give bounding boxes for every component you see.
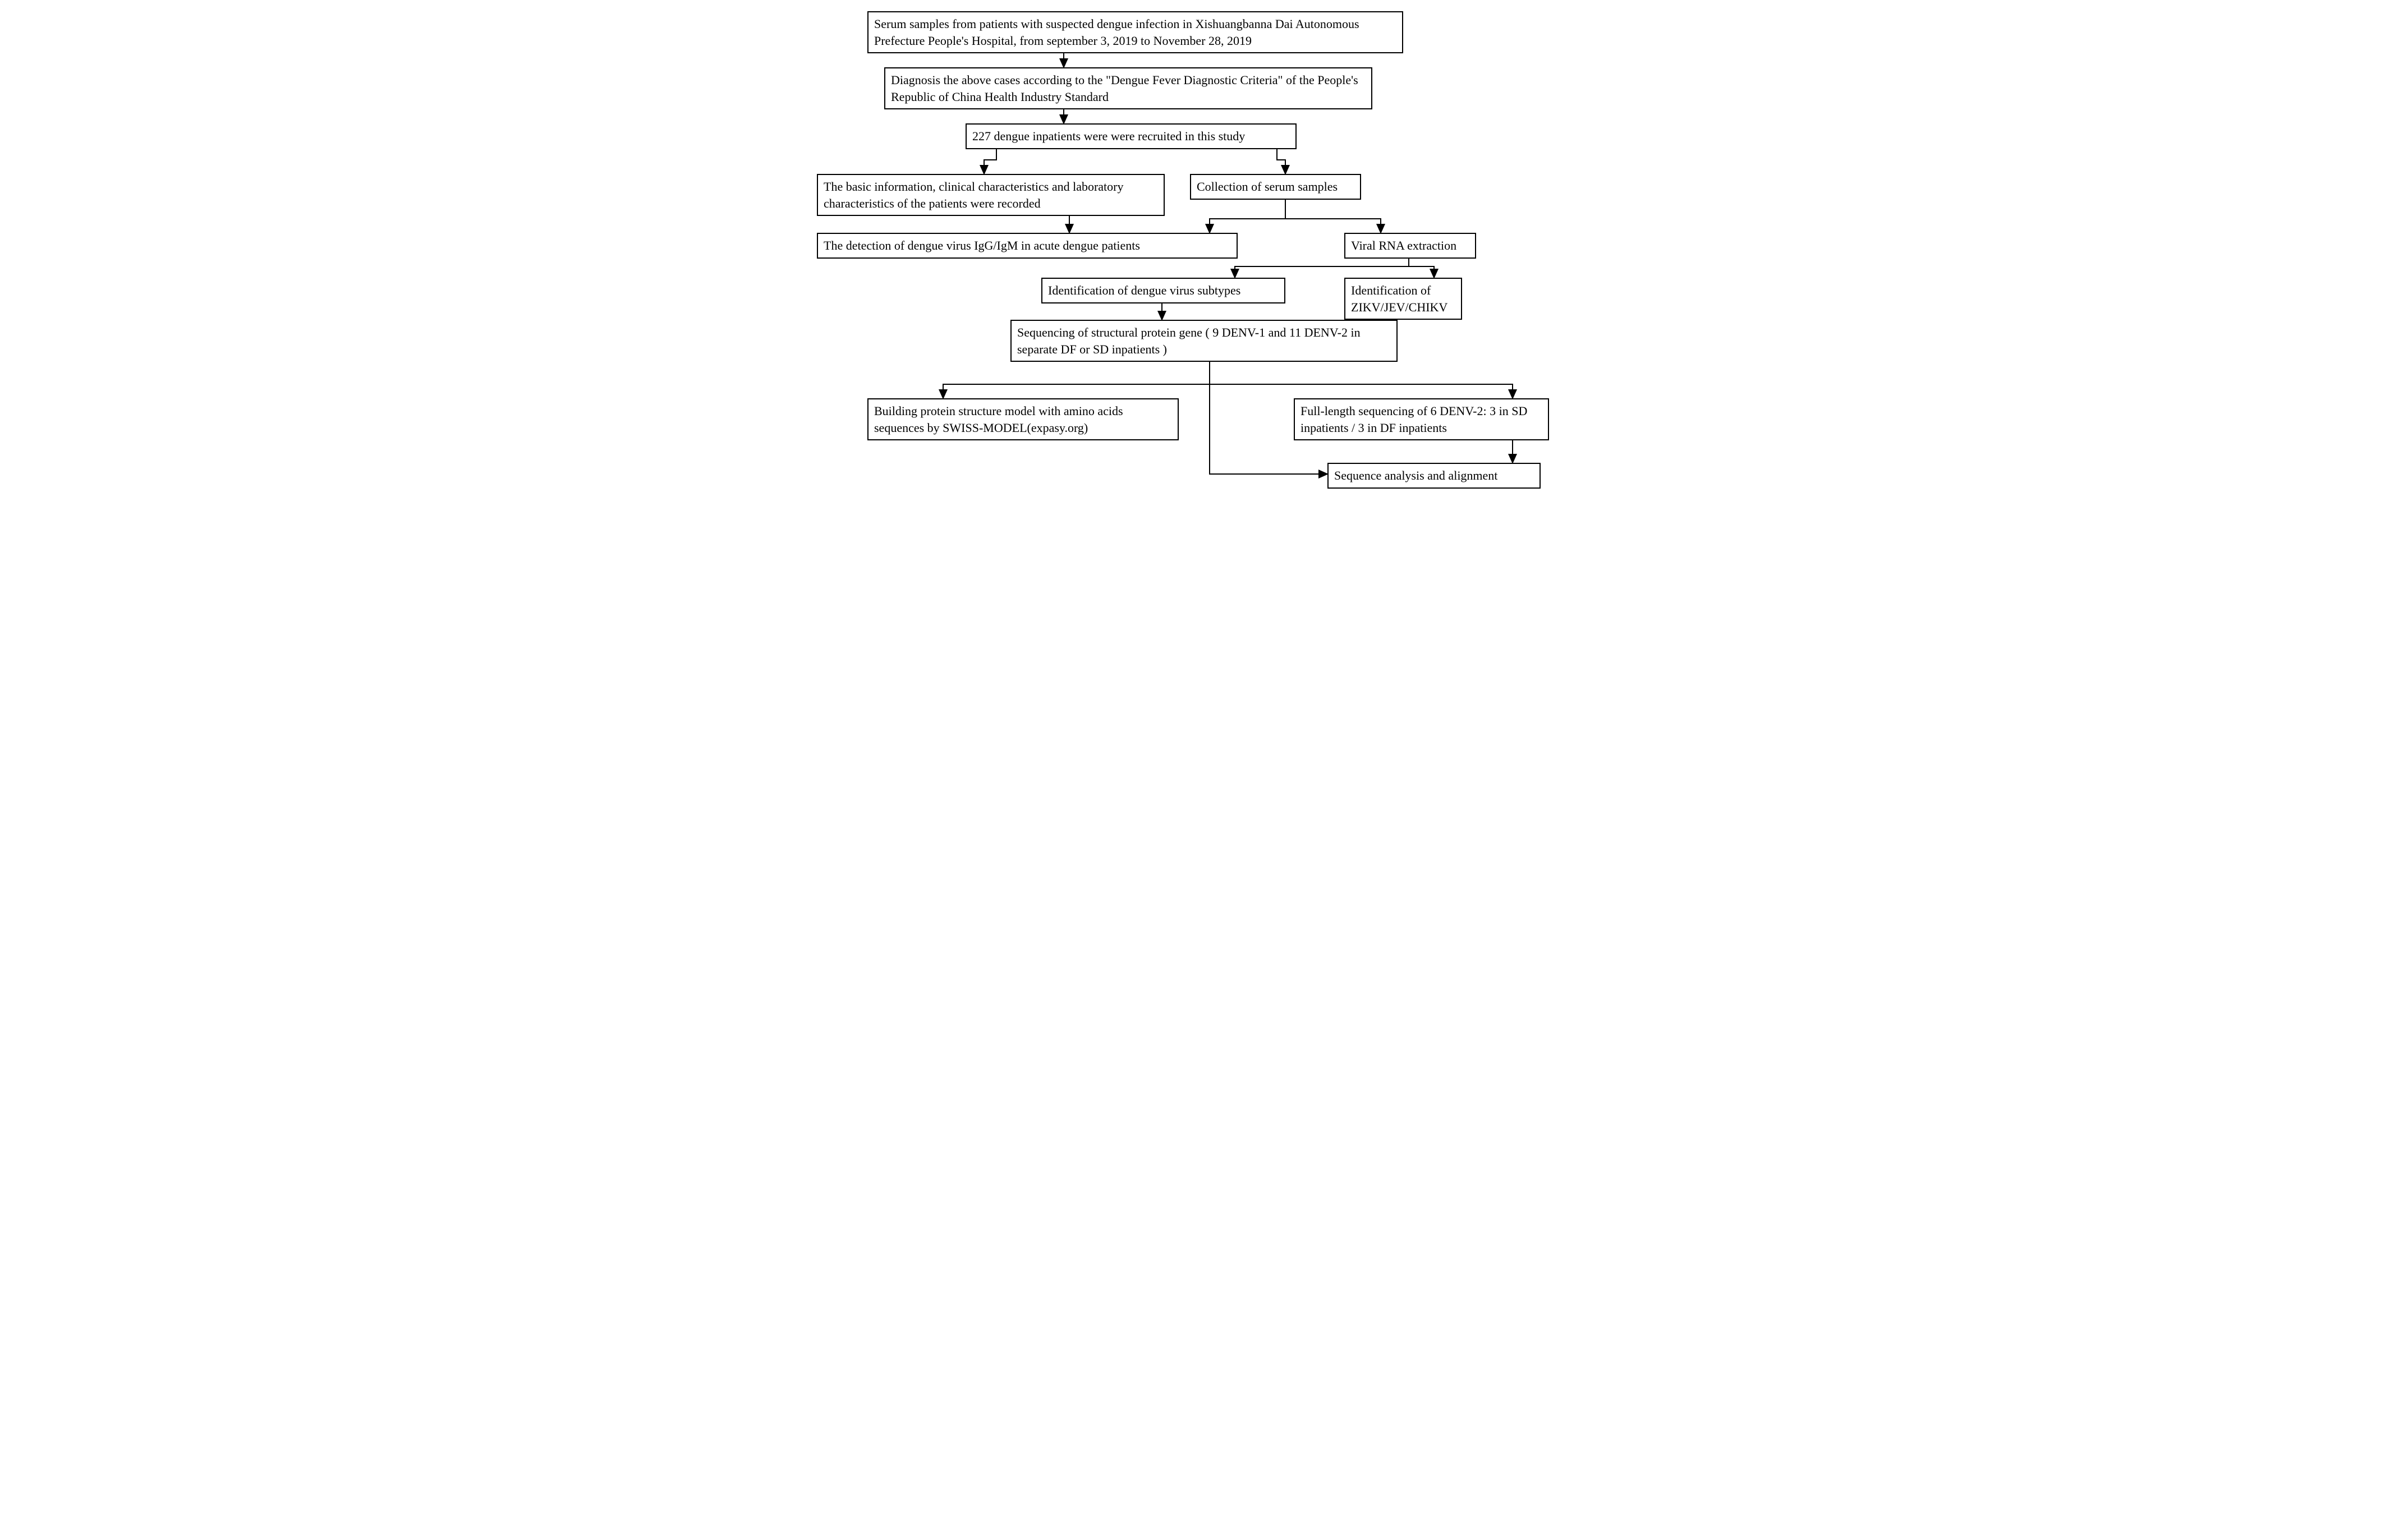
flowchart-edge-6 — [1210, 219, 1285, 233]
flowchart-node-n12: Full-length sequencing of 6 DENV-2: 3 in… — [1294, 398, 1549, 440]
flowchart-node-n9: Identification of ZIKV/JEV/CHIKV — [1344, 278, 1462, 320]
flowchart-edge-3 — [1277, 146, 1285, 174]
flowchart-node-n7: Viral RNA extraction — [1344, 233, 1476, 259]
flowchart-edge-2 — [984, 146, 996, 174]
flowchart-canvas: Serum samples from patients with suspect… — [817, 11, 1591, 499]
flowchart-edge-14 — [1210, 384, 1513, 398]
flowchart-node-n8: Identification of dengue virus subtypes — [1041, 278, 1285, 303]
flowchart-edge-9 — [1235, 266, 1409, 278]
flowchart-node-n10: Sequencing of structural protein gene ( … — [1010, 320, 1398, 362]
flowchart-node-n6: The detection of dengue virus IgG/IgM in… — [817, 233, 1238, 259]
flowchart-node-n11: Building protein structure model with am… — [867, 398, 1179, 440]
flowchart-node-n5: Collection of serum samples — [1190, 174, 1361, 200]
flowchart-node-n2: Diagnosis the above cases according to t… — [884, 67, 1372, 109]
flowchart-edge-7 — [1285, 219, 1381, 233]
flowchart-node-n1: Serum samples from patients with suspect… — [867, 11, 1403, 53]
flowchart-edge-13 — [943, 384, 1210, 398]
flowchart-node-n3: 227 dengue inpatients were were recruite… — [966, 123, 1297, 149]
flowchart-node-n13: Sequence analysis and alignment — [1327, 463, 1541, 489]
flowchart-edge-10 — [1409, 266, 1434, 278]
flowchart-node-n4: The basic information, clinical characte… — [817, 174, 1165, 216]
